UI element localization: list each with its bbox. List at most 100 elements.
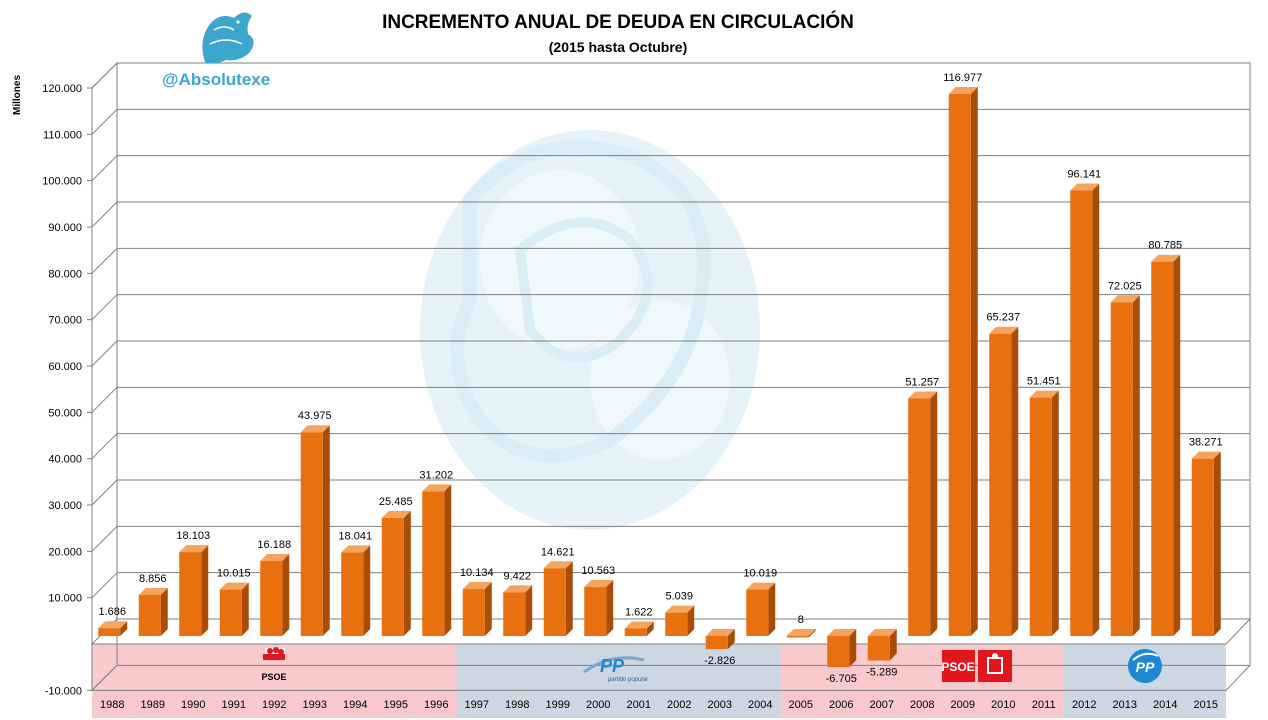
bar-2015 — [1191, 451, 1221, 636]
bar-2011 — [1029, 390, 1059, 636]
data-label-2014: 80.785 — [1148, 240, 1182, 252]
bar-1995 — [381, 510, 411, 636]
x-tick-label: 2011 — [1032, 699, 1056, 711]
pp-logo-1-tagline: partido popular — [607, 677, 649, 683]
x-tick-label: 2012 — [1072, 699, 1096, 711]
x-tick-label: 1991 — [222, 699, 246, 711]
bar-2004 — [746, 582, 776, 636]
pp-logo-1-text: PP — [600, 656, 625, 676]
data-label-2004: 10.019 — [743, 568, 777, 580]
data-label-2011: 51.451 — [1027, 376, 1061, 388]
data-label-1996: 31.202 — [419, 469, 453, 481]
x-tick-label: 2004 — [748, 699, 772, 711]
bar-2001 — [624, 621, 654, 636]
data-label-2009: 116.977 — [943, 72, 982, 84]
x-tick-label: 2008 — [910, 699, 934, 711]
y-tick-label: 40.000 — [48, 454, 82, 466]
bar-1989 — [138, 587, 168, 636]
data-label-2010: 65.237 — [986, 312, 1020, 324]
y-tick-label: 110.000 — [43, 129, 82, 141]
bar-2009 — [948, 87, 978, 636]
pp-logo-2: PP — [1128, 649, 1162, 683]
y-axis-ticks: -10.000 10.000 20.000 30.000 40.000 50.000 60.… — [42, 83, 92, 697]
data-label-2013: 72.025 — [1108, 280, 1142, 292]
party-logos: PSOE PP partido popular PSOE PP — [261, 647, 1162, 683]
bar-1988 — [98, 621, 128, 636]
data-label-2005: 8 — [798, 614, 804, 626]
twitter-handle: @Absolutexe — [162, 70, 270, 89]
x-tick-label: 2000 — [586, 699, 610, 711]
x-tick-label: 2009 — [951, 699, 975, 711]
data-label-2002: 5.039 — [665, 591, 693, 603]
y-tick-label: 30.000 — [48, 500, 82, 512]
bar-2003 — [705, 629, 735, 650]
y-tick-label: 90.000 — [48, 222, 82, 234]
y-tick-label: 100.000 — [42, 176, 82, 188]
y-tick-label: 60.000 — [48, 361, 82, 373]
data-label-1998: 9.422 — [503, 570, 531, 582]
griffin-logo — [202, 12, 254, 64]
y-tick-label: 120.000 — [42, 83, 82, 95]
x-tick-label: 2005 — [789, 699, 813, 711]
data-label-1993: 43.975 — [298, 410, 332, 422]
x-tick-label: 1995 — [384, 699, 408, 711]
psoe-logo-1-text: PSOE — [261, 672, 286, 682]
griffin-watermark — [420, 130, 760, 530]
data-label-1995: 25.485 — [379, 496, 413, 508]
x-tick-label: 1994 — [343, 699, 367, 711]
data-label-1990: 18.103 — [176, 530, 210, 542]
data-label-2007: -5.289 — [866, 667, 897, 679]
psoe-logo-1: PSOE — [261, 647, 287, 682]
y-tick-label: 50.000 — [48, 407, 82, 419]
data-label-1994: 18.041 — [338, 530, 372, 542]
x-tick-label: 1997 — [465, 699, 489, 711]
x-tick-label: 2014 — [1153, 699, 1177, 711]
data-label-1997: 10.134 — [460, 567, 494, 579]
pp-logo-2-text: PP — [1136, 659, 1155, 675]
y-tick-label: 10.000 — [48, 593, 82, 605]
x-tick-label: 2002 — [667, 699, 691, 711]
x-tick-label: 2007 — [870, 699, 894, 711]
bar-2000 — [584, 580, 614, 636]
x-tick-label: 1990 — [181, 699, 205, 711]
data-label-2006: -6.705 — [826, 673, 857, 685]
y-tick-label: 80.000 — [48, 268, 82, 280]
bar-series — [98, 87, 1221, 668]
bar-1998 — [503, 585, 533, 636]
bar-1992 — [260, 553, 290, 636]
x-tick-label: 1998 — [505, 699, 529, 711]
bar-2010 — [989, 326, 1019, 636]
pp-logo-1: PP partido popular — [583, 656, 649, 683]
government-band-1 — [456, 644, 781, 718]
x-axis-labels: 1988 1989 1990 1991 1992 1993 1994 1995 1996 1997… — [100, 699, 1218, 711]
bar-1991 — [219, 582, 249, 636]
x-tick-label: 1988 — [100, 699, 124, 711]
x-tick-label: 2006 — [829, 699, 853, 711]
data-label-1989: 8.856 — [139, 573, 167, 585]
x-tick-label: 1992 — [262, 699, 286, 711]
bar-1996 — [422, 484, 452, 636]
data-label-1999: 14.621 — [541, 546, 575, 558]
data-label-2003: -2.826 — [704, 655, 735, 667]
x-tick-label: 2015 — [1194, 699, 1218, 711]
bar-2012 — [1070, 183, 1100, 637]
x-tick-label: 2013 — [1113, 699, 1137, 711]
bar-2008 — [908, 391, 938, 636]
y-axis-label: Millones — [12, 75, 23, 115]
data-label-2015: 38.271 — [1189, 437, 1223, 449]
bar-1990 — [179, 545, 209, 636]
data-label-2001: 1.622 — [625, 606, 653, 618]
bar-1994 — [341, 545, 371, 636]
bar-1999 — [543, 561, 573, 636]
bar-2014 — [1151, 254, 1181, 636]
chart-subtitle: (2015 hasta Octubre) — [549, 39, 688, 55]
bar-1993 — [300, 425, 330, 636]
data-labels: 1.686 8.856 18.103 10.015 16.188 43.975 18.041… — [98, 72, 1222, 685]
bar-1997 — [462, 582, 492, 636]
y-tick-label: -10.000 — [45, 685, 82, 697]
bar-2006 — [827, 629, 857, 668]
y-tick-label: 70.000 — [48, 315, 82, 327]
psoe-logo-2: PSOE — [941, 650, 1012, 682]
bottom-frame — [90, 664, 1252, 691]
